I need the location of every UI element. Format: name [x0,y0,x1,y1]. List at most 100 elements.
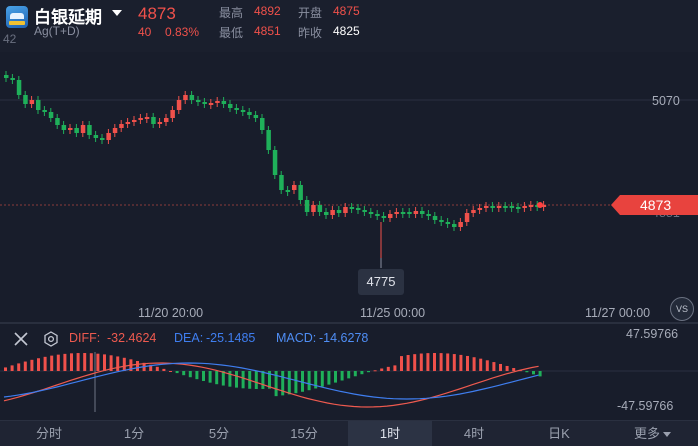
tab-1hour[interactable]: 1时 [348,421,432,446]
macd-bar [37,358,40,371]
macd-bar [334,371,337,383]
macd-bar [433,353,436,371]
macd-bar [479,358,483,371]
candle-body [311,205,316,212]
candle-body [484,206,489,208]
macd-bar [426,353,430,371]
candle-body [292,185,297,190]
candle-body [330,210,335,215]
low-label: 最低 [219,26,244,40]
diff-line [3,362,539,408]
macd-bar [76,353,80,371]
x-label-1: 11/20 20:00 [138,306,204,320]
macd-bar [499,363,502,371]
macd-label: MACD: [276,331,317,345]
candle-body [183,95,188,100]
macd-bar [466,355,469,371]
macd-bar [340,371,344,381]
macd-bar [301,371,304,392]
candle-body [272,150,278,175]
candle-body [426,214,431,216]
tab-daily[interactable]: 日K [548,426,570,441]
candle-body [304,200,310,212]
candle-body [228,104,233,108]
last-price-dot [537,202,543,208]
low-value: 4851 [254,24,281,38]
tab-4hour[interactable]: 4时 [463,426,485,441]
macd-bar [314,371,318,389]
price-change-percent: 0.83% [165,25,200,39]
candle-body [119,124,124,128]
candle-body [528,205,534,207]
candle-body [208,103,214,105]
tab-5min[interactable]: 5分 [208,426,230,441]
macd-bar [367,371,370,373]
product-dropdown-icon[interactable] [112,10,122,16]
macd-bar [400,356,403,371]
candle-body [42,110,47,112]
macd-bar [228,371,232,387]
macd-bar [380,368,384,371]
side-value: 42 [3,32,17,46]
candle-body [522,206,527,208]
product-code: Ag(T+D) [34,24,80,38]
candle-body [144,117,150,119]
macd-bar [23,361,27,371]
x-label-2: 11/25 00:00 [360,306,426,320]
candle-body [202,102,207,104]
dea-value: -25.1485 [206,331,256,345]
candle-body [151,117,156,124]
candle-body [266,130,271,150]
macd-bar [208,371,212,383]
candle-body [516,207,521,209]
candle-body [215,101,220,103]
macd-bar [221,371,225,386]
candle-body [400,212,406,214]
candle-body [362,210,367,212]
macd-bar [182,371,186,376]
candle-body [471,210,476,213]
compare-vs-button[interactable]: VS [670,297,694,321]
candle-body [253,115,259,118]
candle-body [317,205,323,212]
macd-bar [17,363,21,371]
x-label-3: 11/27 00:00 [585,306,651,320]
tab-15min[interactable]: 15分 [290,426,318,441]
prev-close-value: 4825 [333,24,360,38]
candlestick-chart[interactable] [0,0,698,420]
candle-body [100,138,105,140]
more-label: 更多 [634,426,661,441]
more-periods-button[interactable]: 更多 [634,421,672,446]
macd-bar [202,371,205,381]
candle-body [343,207,348,213]
macd-bar [406,355,410,371]
tab-timeshare[interactable]: 分时 [35,426,62,441]
candle-body [445,222,451,224]
candle-body [87,125,92,135]
candle-body [170,110,175,118]
macd-bar [30,359,34,371]
macd-bottom-label: -47.59766 [617,399,674,413]
candle-body [80,125,86,133]
macd-bar [419,353,423,371]
candle-body [247,112,252,115]
price-change: 40 [138,25,152,39]
candle-body [93,135,99,138]
candle-body [157,122,163,124]
settings-icon[interactable] [42,330,60,348]
close-icon[interactable] [12,330,30,348]
macd-bar [70,353,73,371]
low-marker-label: 4775 [358,269,404,295]
candle-body [420,211,425,214]
tab-1min[interactable]: 1分 [123,426,145,441]
candle-body [496,206,502,208]
macd-bar [56,354,60,371]
macd-bar [413,354,417,371]
candle-body [16,80,22,95]
candle-body [381,216,387,218]
diff-value: -32.4624 [107,331,157,345]
product-name[interactable]: 白银延期 [34,8,102,27]
macd-bar [386,366,390,371]
macd-bar [149,364,153,371]
candle-body [394,212,399,214]
